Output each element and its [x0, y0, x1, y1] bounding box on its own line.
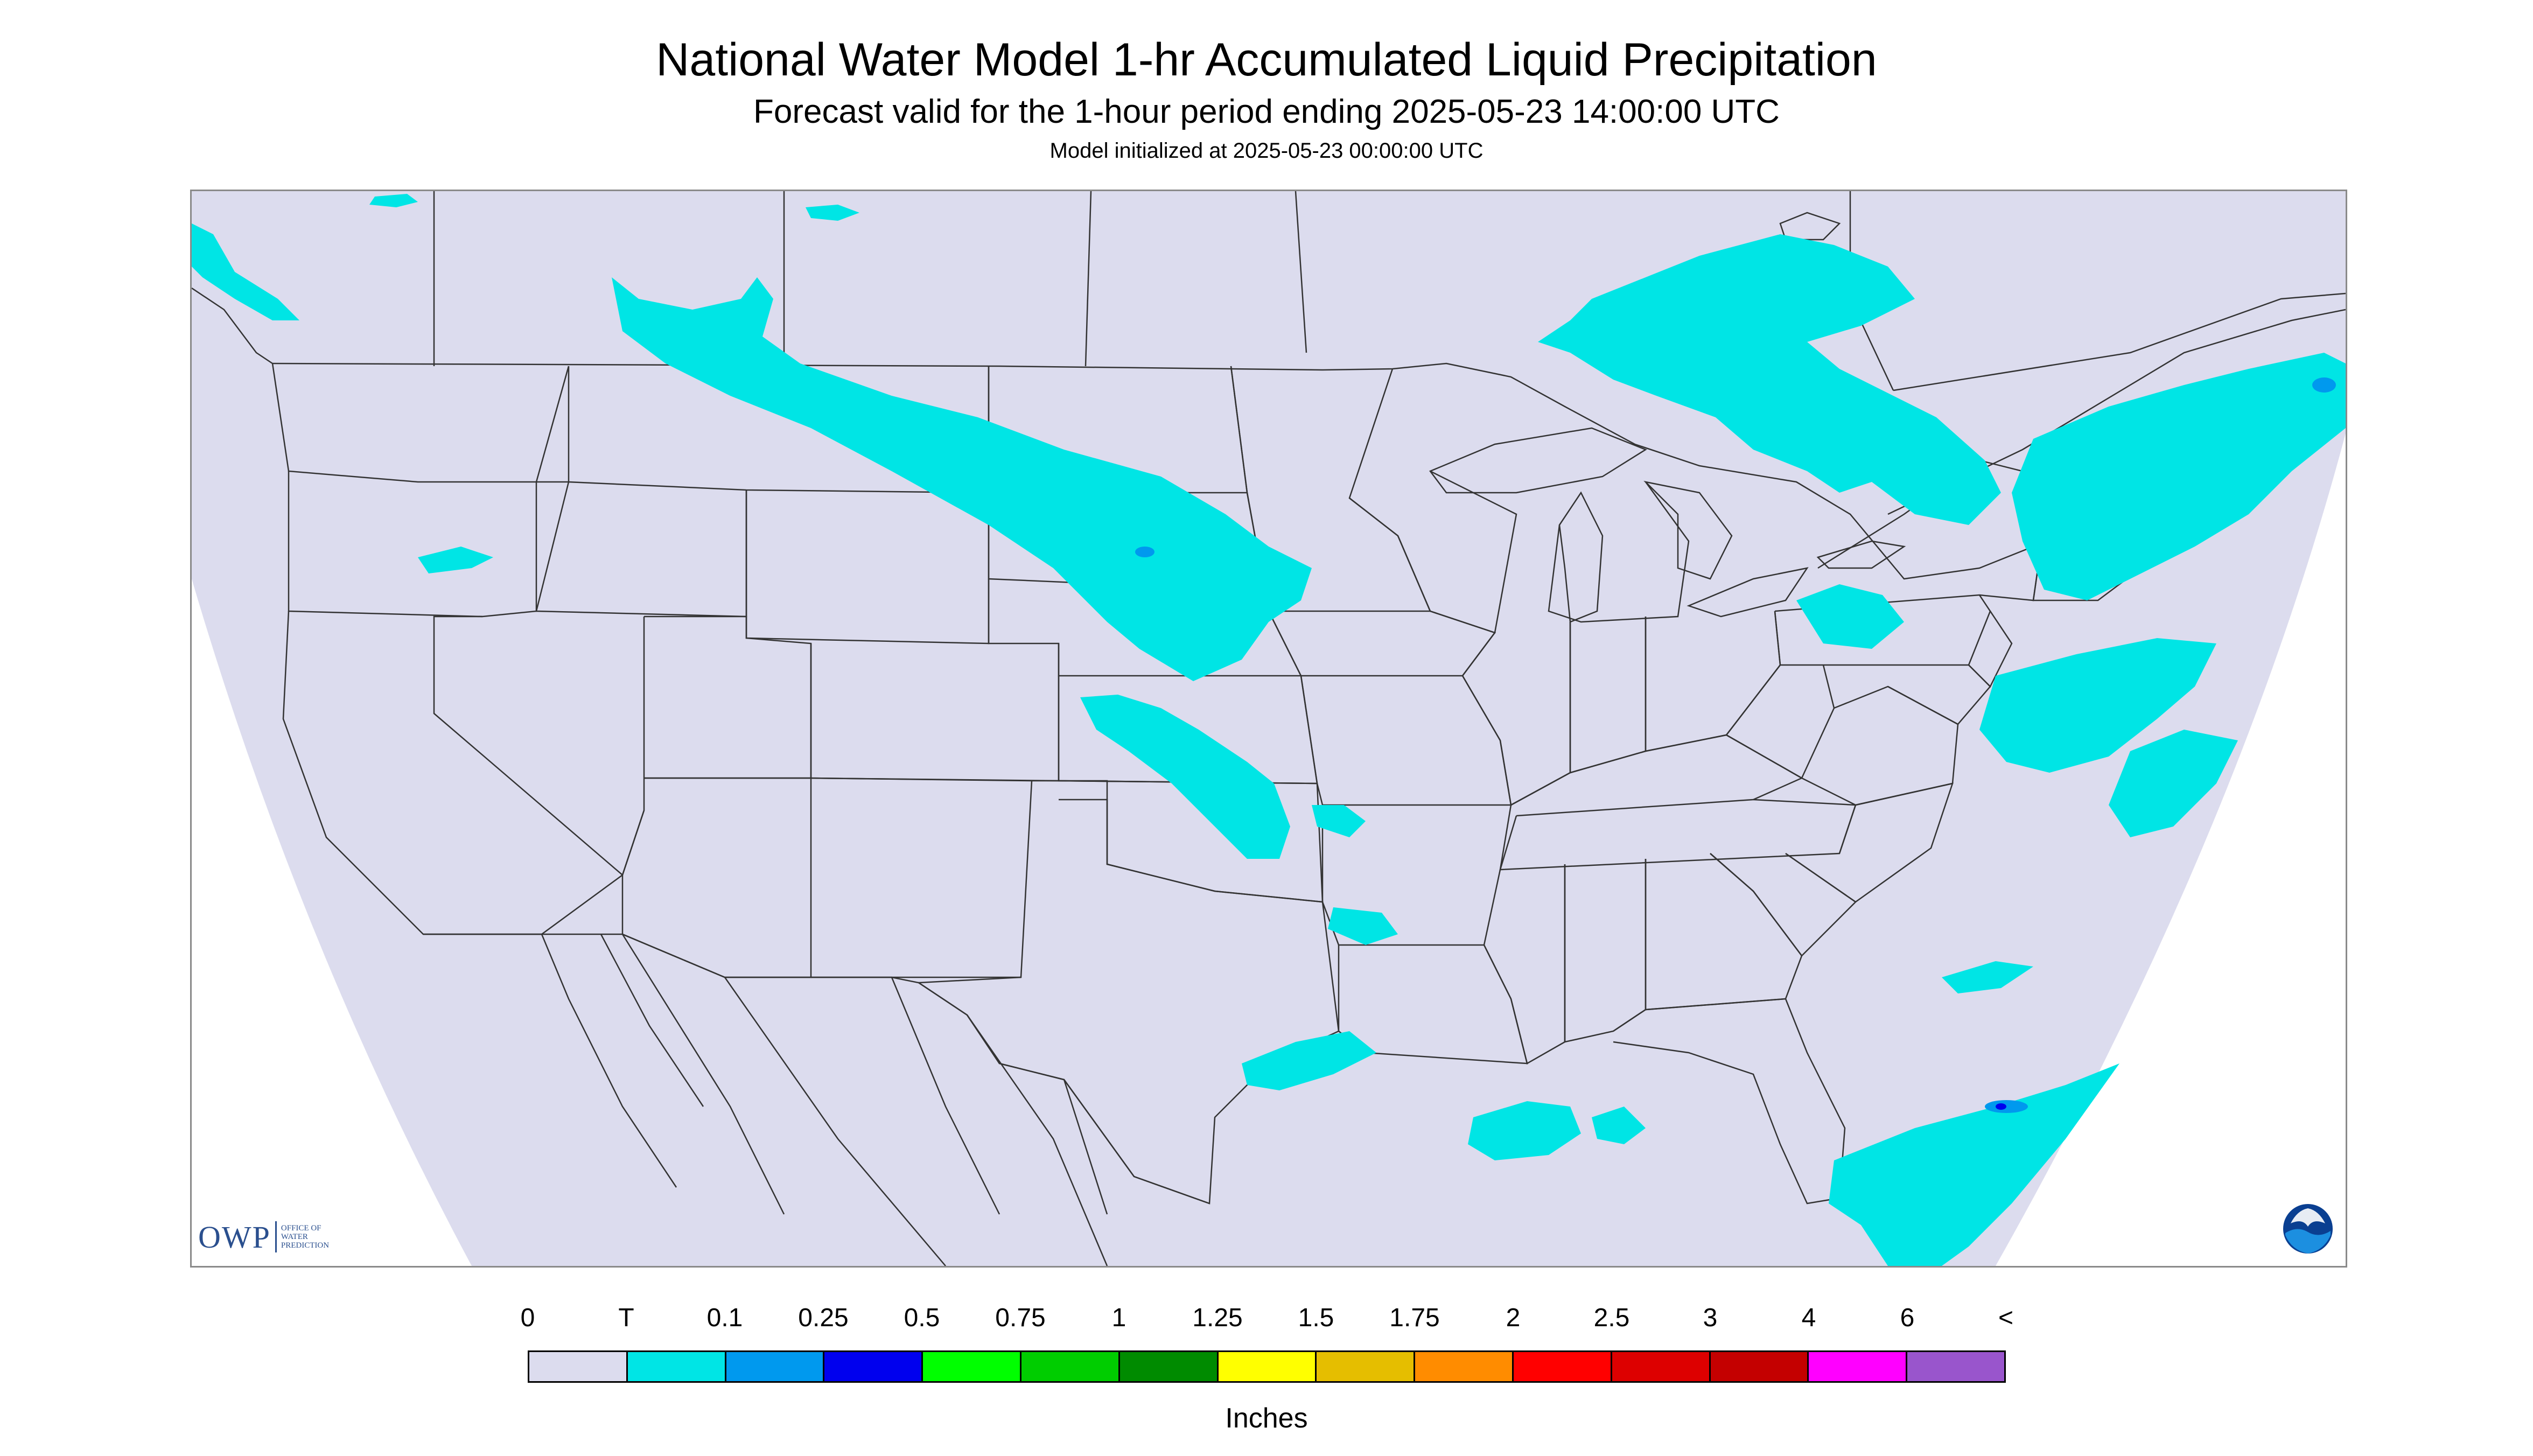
pennsylvania-border — [1774, 594, 1991, 666]
legend-swatch — [529, 1352, 628, 1381]
legend-swatch — [627, 1352, 726, 1381]
legend-label: 0.5 — [904, 1304, 940, 1332]
lake-erie — [1687, 567, 1809, 618]
mexico-border — [423, 933, 1210, 1205]
legend-label: 2 — [1506, 1304, 1521, 1332]
legend-label: 2.5 — [1593, 1304, 1630, 1332]
legend-label: 4 — [1801, 1304, 1816, 1332]
precip-nebraska-core — [1135, 547, 1154, 557]
owp-wordmark: Office of Water Prediction — [281, 1224, 329, 1250]
precip-atlantic-offshore — [1979, 638, 2216, 773]
legend-label: 3 — [1703, 1304, 1718, 1332]
legend-label: 0.25 — [798, 1304, 849, 1332]
legend-label: 1.75 — [1389, 1304, 1440, 1332]
owp-text-line: Water — [281, 1233, 308, 1241]
precip-bahamas-heavy — [1996, 1103, 2006, 1110]
legend-swatch — [1710, 1352, 1809, 1381]
legend-unit-label: Inches — [1225, 1403, 1308, 1434]
legend-label: 1.25 — [1192, 1304, 1243, 1332]
owp-text-line: Prediction — [281, 1241, 330, 1250]
pacific-coast-bc — [192, 287, 273, 365]
legend-swatch — [1021, 1352, 1120, 1381]
precip-trace-areas — [192, 194, 2346, 1266]
map-subtitle: Forecast valid for the 1-hour period end… — [753, 93, 1780, 130]
precip-light-areas — [1135, 377, 2336, 1113]
legend-label: < — [1998, 1304, 2014, 1332]
owp-text-line: Office of — [281, 1224, 321, 1233]
legend-swatch — [1513, 1352, 1612, 1381]
baja-california — [541, 934, 704, 1188]
precip-atlantic-south — [1942, 961, 2033, 993]
canada-provinces — [433, 191, 2346, 391]
legend-label: T — [618, 1304, 634, 1332]
owp-separator — [275, 1221, 277, 1252]
map-title: National Water Model 1-hr Accumulated Li… — [656, 34, 1877, 86]
washington-border — [271, 363, 569, 483]
virginia-border — [1801, 685, 1959, 806]
noaa-logo-wave — [2285, 1229, 2331, 1254]
mexico-states — [621, 934, 1108, 1266]
model-init-line: Model initialized at 2025-05-23 00:00:00… — [1049, 139, 1484, 163]
precip-new-york-west — [1796, 584, 1904, 649]
precip-arkansas-blob — [1328, 907, 1398, 945]
legend-swatch — [1907, 1352, 2004, 1381]
legend-label: 1.5 — [1298, 1304, 1334, 1332]
legend-swatch — [1612, 1352, 1711, 1381]
precip-wyoming-blob — [730, 353, 784, 385]
precip-texas-coast — [1242, 1031, 1376, 1090]
legend-swatch — [923, 1352, 1021, 1381]
precip-new-england-core — [2312, 377, 2336, 393]
michigan-border — [1548, 481, 1690, 623]
precip-northern-plains-band — [612, 277, 1312, 681]
precip-florida-bahamas — [1829, 1063, 2119, 1266]
legend-label: 1 — [1111, 1304, 1126, 1332]
north-carolina-border — [1785, 782, 1954, 903]
map-canvas — [192, 191, 2346, 1266]
precipitation-map[interactable] — [190, 190, 2347, 1268]
precip-bc-coast — [192, 223, 299, 320]
legend-swatch — [1317, 1352, 1416, 1381]
legend-swatch — [1809, 1352, 1908, 1381]
lake-superior — [1429, 427, 1647, 494]
precip-kansas-oklahoma — [1080, 695, 1290, 859]
legend-swatch — [1218, 1352, 1317, 1381]
precip-gulf-offshore-2 — [1592, 1107, 1646, 1144]
lake-ontario — [1816, 540, 1906, 569]
lake-huron — [1643, 480, 1733, 580]
legend-labels: 0 T 0.1 0.25 0.5 0.75 1 1.25 1.5 1.75 2 2.5 3 4 6 < — [0, 1303, 2533, 1335]
precip-oregon-specks — [418, 547, 493, 573]
arkansas-border — [1321, 804, 1512, 946]
owp-mark: OWP — [198, 1219, 271, 1255]
precip-moderate-areas — [1996, 1103, 2006, 1110]
owp-logo: OWP Office of Water Prediction — [198, 1218, 329, 1256]
legend-swatch — [1415, 1352, 1514, 1381]
legend-swatch — [726, 1352, 825, 1381]
noaa-logo — [2283, 1204, 2333, 1254]
precip-nw-cyan — [369, 194, 418, 207]
noaa-logo-gull — [2291, 1208, 2325, 1227]
lake-michigan — [1558, 491, 1604, 623]
precip-gulf-offshore — [1468, 1101, 1581, 1160]
precip-atlantic-band — [2109, 730, 2238, 837]
legend-colorbar — [528, 1350, 2006, 1383]
precip-new-england — [2012, 353, 2346, 600]
precip-northern-blob — [806, 205, 859, 221]
legend-label: 0.75 — [995, 1304, 1046, 1332]
wisconsin-border — [1349, 470, 1517, 634]
legend-swatch — [824, 1352, 923, 1381]
california-border — [282, 611, 623, 935]
precip-oklahoma-east — [1312, 805, 1366, 837]
legend-swatch — [1119, 1352, 1219, 1381]
legend-label: 0.1 — [706, 1304, 743, 1332]
legend-label: 6 — [1900, 1304, 1915, 1332]
west-virginia-border — [1725, 664, 1835, 779]
legend-label: 0 — [520, 1304, 535, 1332]
new-jersey-border — [1968, 611, 2013, 688]
idaho-border — [535, 366, 747, 618]
precip-ontario — [1538, 234, 2001, 525]
